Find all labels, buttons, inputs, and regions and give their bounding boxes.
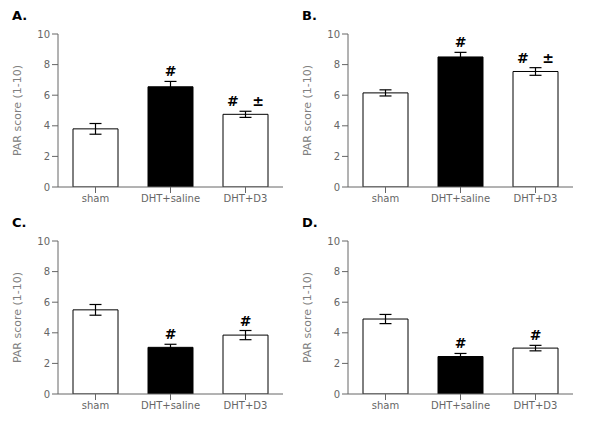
svg-text:0: 0: [334, 182, 340, 193]
svg-text:sham: sham: [372, 193, 399, 204]
html-text:A.: A.: [12, 8, 28, 23]
svg-text:10: 10: [37, 236, 50, 247]
svg-text:DHT+D3: DHT+D3: [514, 193, 558, 204]
svg-text:#: #: [517, 50, 529, 66]
svg-text:0: 0: [44, 389, 50, 400]
svg-text:4: 4: [334, 327, 340, 338]
svg-text:0: 0: [334, 389, 340, 400]
svg-text:DHT+D3: DHT+D3: [514, 400, 558, 411]
svg-text:#: #: [240, 313, 252, 329]
svg-text:DHT+D3: DHT+D3: [224, 193, 268, 204]
svg-text:2: 2: [334, 151, 340, 162]
svg-text:#: #: [165, 63, 177, 79]
svg-text:DHT+saline: DHT+saline: [141, 193, 200, 204]
html-text:C.: C.: [12, 215, 27, 230]
svg-text:8: 8: [44, 266, 50, 277]
svg-text:±: ±: [252, 93, 264, 109]
svg-text:8: 8: [334, 266, 340, 277]
svg-text:±: ±: [542, 50, 554, 66]
svg-text:#: #: [165, 326, 177, 342]
svg-text:DHT+D3: DHT+D3: [224, 400, 268, 411]
svg-text:4: 4: [334, 120, 340, 131]
svg-text:PAR score (1-10): PAR score (1-10): [11, 272, 24, 363]
svg-text:6: 6: [334, 297, 340, 308]
svg-text:2: 2: [44, 151, 50, 162]
html-text:D.: D.: [302, 215, 318, 230]
svg-text:#: #: [227, 93, 239, 109]
svg-text:8: 8: [44, 59, 50, 70]
svg-text:6: 6: [44, 297, 50, 308]
svg-text:6: 6: [334, 90, 340, 101]
svg-text:10: 10: [327, 29, 340, 40]
svg-text:PAR score (1-10): PAR score (1-10): [11, 65, 24, 156]
svg-text:#: #: [455, 34, 467, 50]
svg-text:PAR score (1-10): PAR score (1-10): [301, 272, 314, 363]
html-text:B.: B.: [302, 8, 317, 23]
svg-text:10: 10: [37, 29, 50, 40]
svg-text:4: 4: [44, 120, 50, 131]
svg-text:2: 2: [44, 358, 50, 369]
svg-text:10: 10: [327, 236, 340, 247]
svg-text:DHT+saline: DHT+saline: [431, 193, 490, 204]
svg-text:sham: sham: [372, 400, 399, 411]
svg-text:sham: sham: [82, 193, 109, 204]
svg-text:PAR score (1-10): PAR score (1-10): [301, 65, 314, 156]
svg-text:DHT+saline: DHT+saline: [141, 400, 200, 411]
svg-text:#: #: [455, 335, 467, 351]
svg-text:2: 2: [334, 358, 340, 369]
svg-text:sham: sham: [82, 400, 109, 411]
svg-text:#: #: [530, 327, 542, 343]
svg-text:6: 6: [44, 90, 50, 101]
svg-text:0: 0: [44, 182, 50, 193]
svg-text:8: 8: [334, 59, 340, 70]
svg-text:4: 4: [44, 327, 50, 338]
svg-text:DHT+saline: DHT+saline: [431, 400, 490, 411]
